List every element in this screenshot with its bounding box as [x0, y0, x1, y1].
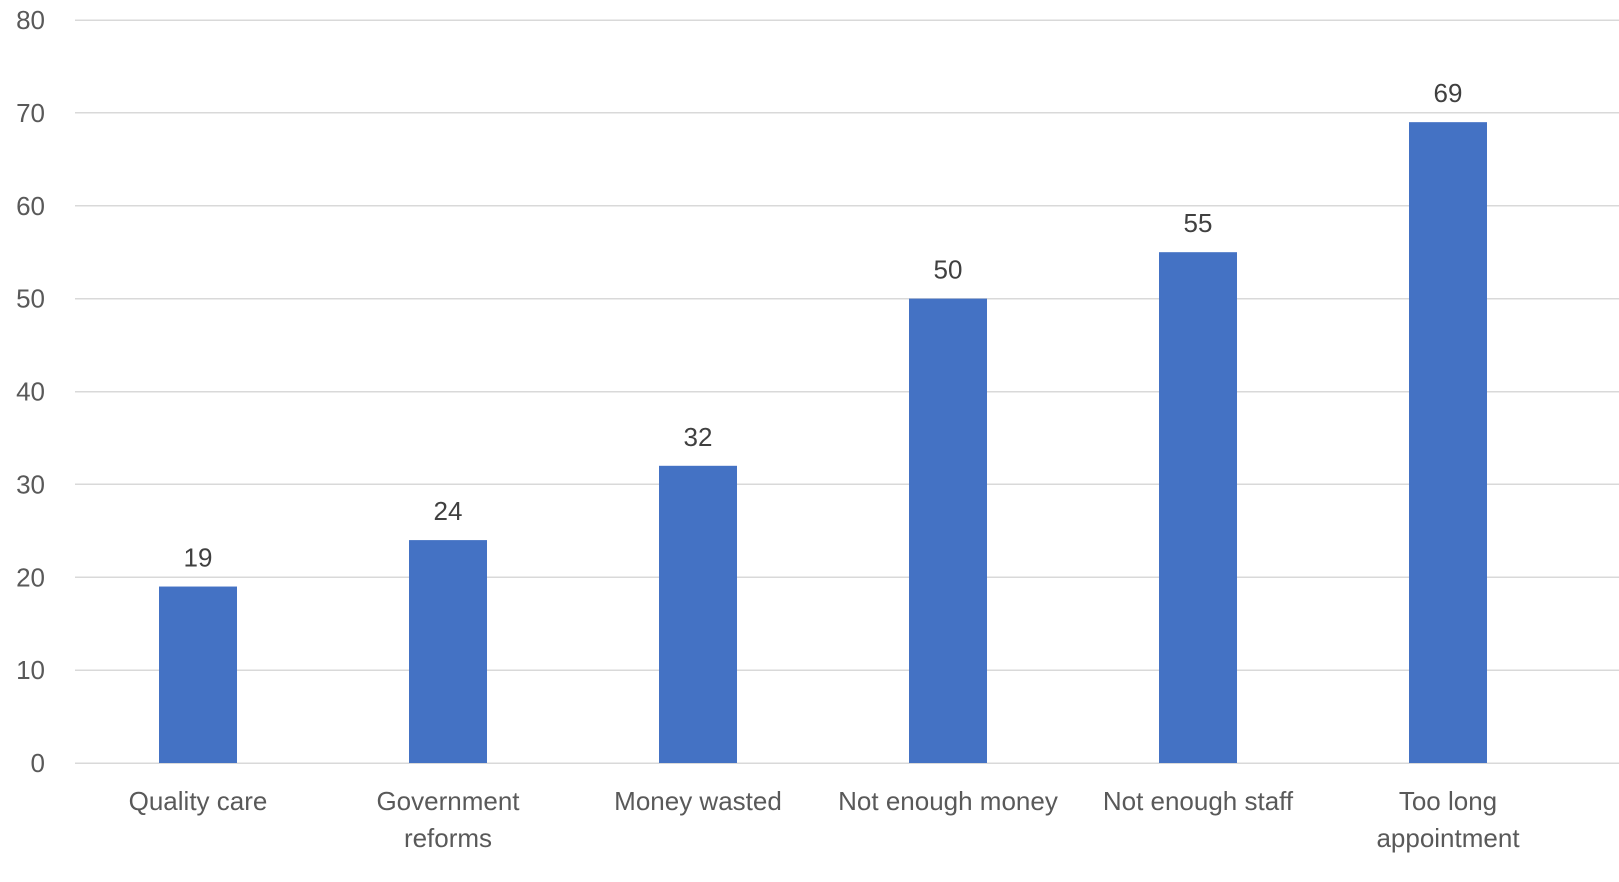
bars	[159, 122, 1487, 764]
data-label: 50	[934, 255, 963, 285]
bar	[1159, 252, 1237, 763]
gridlines	[75, 19, 1619, 764]
y-tick-label: 60	[16, 191, 45, 221]
data-label: 24	[434, 496, 463, 526]
x-category-label: Too long appointment	[1376, 786, 1520, 853]
x-category-label: Government reforms	[376, 786, 520, 853]
x-category-label: Not enough staff	[1103, 786, 1294, 816]
bar	[909, 298, 987, 763]
y-tick-label: 40	[16, 377, 45, 407]
data-label: 32	[684, 422, 713, 452]
data-label: 69	[1434, 78, 1463, 108]
x-category-label: Money wasted	[614, 786, 782, 816]
bar	[159, 586, 237, 763]
x-category-label-line: Not enough money	[838, 786, 1058, 816]
x-category-label-line: reforms	[404, 823, 492, 853]
y-tick-label: 50	[16, 284, 45, 314]
y-tick-label: 20	[16, 562, 45, 592]
x-category-label-line: appointment	[1376, 823, 1520, 853]
data-labels: 19 24 32 50 55 69	[184, 78, 1463, 572]
x-category-label-line: Government	[376, 786, 520, 816]
x-category-label-line: Quality care	[129, 786, 268, 816]
y-tick-label: 70	[16, 98, 45, 128]
bar	[659, 465, 737, 763]
data-label: 55	[1184, 208, 1213, 238]
y-tick-label: 30	[16, 469, 45, 499]
y-tick-label: 80	[16, 5, 45, 35]
x-category-label-line: Money wasted	[614, 786, 782, 816]
x-category-label: Quality care	[129, 786, 268, 816]
bar	[409, 540, 487, 763]
x-category-label: Not enough money	[838, 786, 1058, 816]
data-label: 19	[184, 543, 213, 573]
bar	[1409, 122, 1487, 764]
x-axis: Quality care Government reforms Money waste…	[129, 786, 1521, 853]
y-tick-label: 10	[16, 655, 45, 685]
y-tick-label: 0	[31, 748, 45, 778]
x-category-label-line: Not enough staff	[1103, 786, 1294, 816]
x-category-label-line: Too long	[1399, 786, 1497, 816]
y-axis-tick-labels: 0 10 20 30 40 50 60 70 80	[16, 5, 45, 778]
